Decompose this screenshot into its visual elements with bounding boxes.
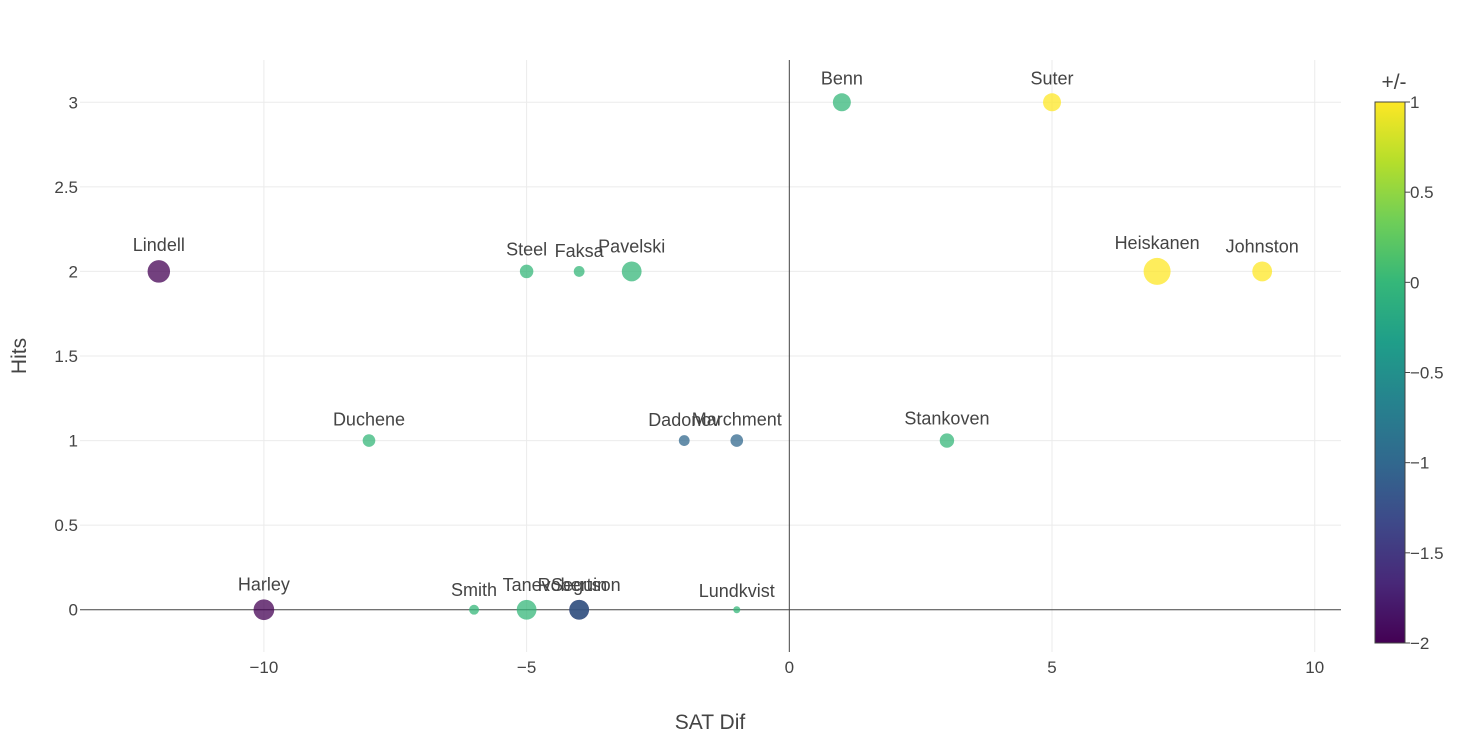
y-tick-label: 2.5 xyxy=(54,178,78,197)
point-label: Seguin xyxy=(551,575,607,595)
point-label: Suter xyxy=(1031,68,1074,88)
scatter-point xyxy=(678,435,690,446)
scatter-point xyxy=(573,266,585,277)
point-label: Steel xyxy=(506,240,547,260)
y-axis-title: Hits xyxy=(8,338,31,374)
point-label: Stankoven xyxy=(904,408,989,428)
colorbar-tick-label: −0.5 xyxy=(1410,364,1444,383)
x-axis-title: SAT Dif xyxy=(675,711,746,734)
x-tick-label: −5 xyxy=(517,658,536,677)
point-label: Smith xyxy=(451,580,497,600)
point-label: Robertson xyxy=(538,575,621,595)
colorbar-title: +/- xyxy=(1381,71,1406,94)
point-label: Tanev xyxy=(503,575,551,595)
colorbar: +/- 1 0.5 0 −0.5 −1 −1.5 −2 xyxy=(1374,71,1444,653)
colorbar-tick-label: 0.5 xyxy=(1410,183,1434,202)
scatter-point xyxy=(730,434,744,447)
colorbar-tick-label: 1 xyxy=(1410,93,1419,112)
x-tick-label: 5 xyxy=(1047,658,1056,677)
zero-lines xyxy=(80,60,1341,652)
point-label: Faksa xyxy=(555,241,605,261)
point-label: Dadonov xyxy=(648,410,720,430)
scatter-point xyxy=(362,434,376,447)
point-label: Benn xyxy=(821,68,863,88)
scatter-point xyxy=(621,261,642,282)
scatter-point xyxy=(519,264,534,279)
scatter-point xyxy=(1143,257,1171,285)
y-tick-label: 3 xyxy=(69,93,78,112)
scatter-point xyxy=(939,433,955,448)
point-label: Lundkvist xyxy=(699,581,775,601)
colorbar-tick-label: −2 xyxy=(1410,634,1429,653)
scatter-point xyxy=(147,260,171,283)
point-label: Marchment xyxy=(692,409,782,429)
y-tick-label: 1.5 xyxy=(54,347,78,366)
colorbar-tick-label: −1 xyxy=(1410,454,1429,473)
x-tick-label: 10 xyxy=(1305,658,1324,677)
x-tick-label: −10 xyxy=(249,658,278,677)
y-tick-label: 0.5 xyxy=(54,516,78,535)
colorbar-ticks: 1 0.5 0 −0.5 −1 −1.5 −2 xyxy=(1405,93,1444,653)
scatter-point xyxy=(832,93,851,112)
data-points xyxy=(147,93,1273,621)
point-label: Johnston xyxy=(1226,237,1299,257)
y-tick-label: 0 xyxy=(69,601,78,620)
scatter-point xyxy=(469,604,480,615)
scatter-point xyxy=(1252,261,1273,282)
point-label: Lindell xyxy=(133,235,185,255)
y-tick-label: 2 xyxy=(69,262,78,281)
scatter-point xyxy=(516,599,537,620)
x-tick-label: 0 xyxy=(785,658,794,677)
point-label: Harley xyxy=(238,574,290,594)
point-label: Pavelski xyxy=(598,237,665,257)
point-label: Heiskanen xyxy=(1115,233,1200,253)
colorbar-tick-label: −1.5 xyxy=(1410,544,1444,563)
scatter-point xyxy=(569,599,590,620)
colorbar-tick-label: 0 xyxy=(1410,273,1419,292)
point-label: Duchene xyxy=(333,409,405,429)
scatter-point xyxy=(733,606,741,614)
scatter-point xyxy=(1043,93,1062,112)
scatter-point xyxy=(253,599,275,621)
y-tick-label: 1 xyxy=(69,432,78,451)
gridlines xyxy=(80,60,1341,652)
axis-ticks: −10 −5 0 5 10 0 0.5 1 1.5 2 2.5 3 xyxy=(54,93,1324,677)
colorbar-gradient xyxy=(1374,101,1406,644)
